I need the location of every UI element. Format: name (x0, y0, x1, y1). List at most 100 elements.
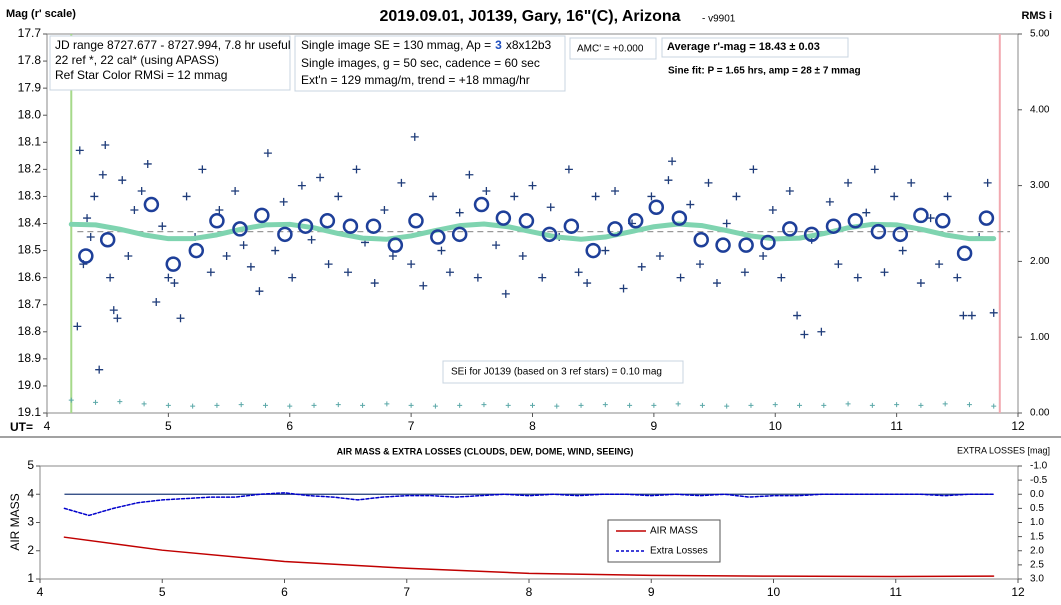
y-tick-label: 17.9 (18, 80, 42, 94)
data-point (124, 251, 133, 260)
x-tick-label: 7 (408, 419, 415, 433)
average-point (825, 218, 842, 234)
y-tick-label: 4 (27, 486, 34, 500)
x-tick-label: 12 (1011, 419, 1025, 433)
data-point (176, 314, 185, 323)
y2-tick-label: 3.0 (1030, 574, 1044, 585)
annotation-part: 3 (495, 38, 502, 52)
y-tick-label: 18.7 (18, 297, 42, 311)
rms-point (942, 401, 948, 407)
data-point (455, 208, 464, 217)
average-point (738, 237, 754, 253)
rms-point (165, 402, 171, 408)
rms-point (238, 402, 244, 408)
data-point (170, 279, 179, 288)
data-point (704, 178, 713, 187)
chart-title: AIR MASS & EXTRA LOSSES (CLOUDS, DEW, DO… (337, 446, 634, 456)
average-point (430, 229, 446, 245)
data-point (445, 268, 454, 277)
data-point (370, 279, 379, 288)
data-point (246, 262, 255, 271)
data-point (989, 308, 998, 317)
y2-tick-label: 0.00 (1030, 408, 1050, 419)
y2-tick-label: 2.0 (1030, 545, 1044, 556)
data-point (109, 306, 118, 315)
plot-area (39, 465, 1019, 580)
rms-point (918, 402, 924, 408)
legend-label: Extra Losses (650, 546, 708, 557)
rms-point (651, 402, 657, 408)
annotation-box (442, 360, 684, 384)
average-point (847, 213, 864, 229)
data-point (793, 311, 802, 320)
data-point (546, 203, 555, 212)
y2-tick-label: -0.5 (1030, 475, 1048, 486)
data-point (664, 176, 673, 185)
data-point (943, 192, 952, 201)
data-point (518, 251, 527, 260)
y2-tick-label: 4.00 (1030, 104, 1050, 115)
data-point (501, 289, 510, 298)
annotation-part: x8x12b3 (506, 38, 552, 52)
rms-point (93, 399, 99, 405)
data-point (198, 165, 207, 174)
average-point (342, 218, 359, 234)
data-point (344, 268, 353, 277)
annotation-text: Ref Star Color RMSi = 12 mmag (55, 68, 227, 82)
average-point (627, 213, 644, 229)
y-tick-label: 3 (27, 515, 34, 529)
rms-point (117, 399, 123, 405)
rms-point (554, 403, 560, 409)
data-point (279, 197, 288, 206)
data-point (825, 197, 834, 206)
rms-point (190, 403, 196, 409)
y-tick-label: 18.6 (18, 270, 42, 284)
average-point (934, 213, 951, 229)
data-point (288, 273, 297, 282)
rms-point (262, 402, 268, 408)
rms-point (699, 402, 705, 408)
data-point (215, 205, 224, 214)
annotation-text: Single images, g = 50 sec, cadence = 60 … (301, 56, 540, 70)
data-point (732, 192, 741, 201)
data-point (437, 246, 446, 255)
data-point (239, 241, 248, 250)
rms-point (481, 402, 487, 408)
average-point (870, 223, 887, 240)
data-point (611, 187, 620, 196)
data-point (271, 246, 280, 255)
average-point (803, 226, 820, 243)
rms-point (530, 402, 535, 408)
average-point (297, 218, 314, 234)
data-point (98, 170, 107, 179)
rms-point (797, 402, 803, 408)
data-point (655, 251, 664, 260)
average-point (585, 242, 601, 259)
data-point (73, 322, 82, 331)
data-point (983, 178, 992, 187)
data-point (862, 208, 871, 217)
annotation-text: Single image SE = 130 mmag, Ap = 3 x8x12b3 (301, 38, 552, 52)
data-point (419, 281, 428, 290)
data-point (316, 173, 325, 182)
data-point (428, 192, 437, 201)
data-point (890, 192, 899, 201)
rms-point (457, 402, 463, 408)
x-tick-label: 10 (767, 585, 781, 599)
rms-point (602, 402, 608, 408)
data-point (152, 298, 161, 307)
average-point (232, 221, 248, 237)
y-tick-label: 5 (27, 458, 34, 472)
y-tick-label: 18.9 (18, 351, 42, 365)
data-point (853, 273, 862, 282)
x-axis-label: UT= (10, 420, 33, 434)
annotation-text: Sine fit: P = 1.65 hrs, amp = 28 ± 7 mma… (668, 66, 861, 77)
data-point (106, 273, 115, 282)
data-point (410, 132, 419, 141)
average-point (978, 210, 995, 226)
average-point (495, 210, 512, 226)
data-point (164, 273, 173, 282)
y-tick-label: 18.8 (18, 324, 42, 338)
rms-point (845, 401, 851, 407)
